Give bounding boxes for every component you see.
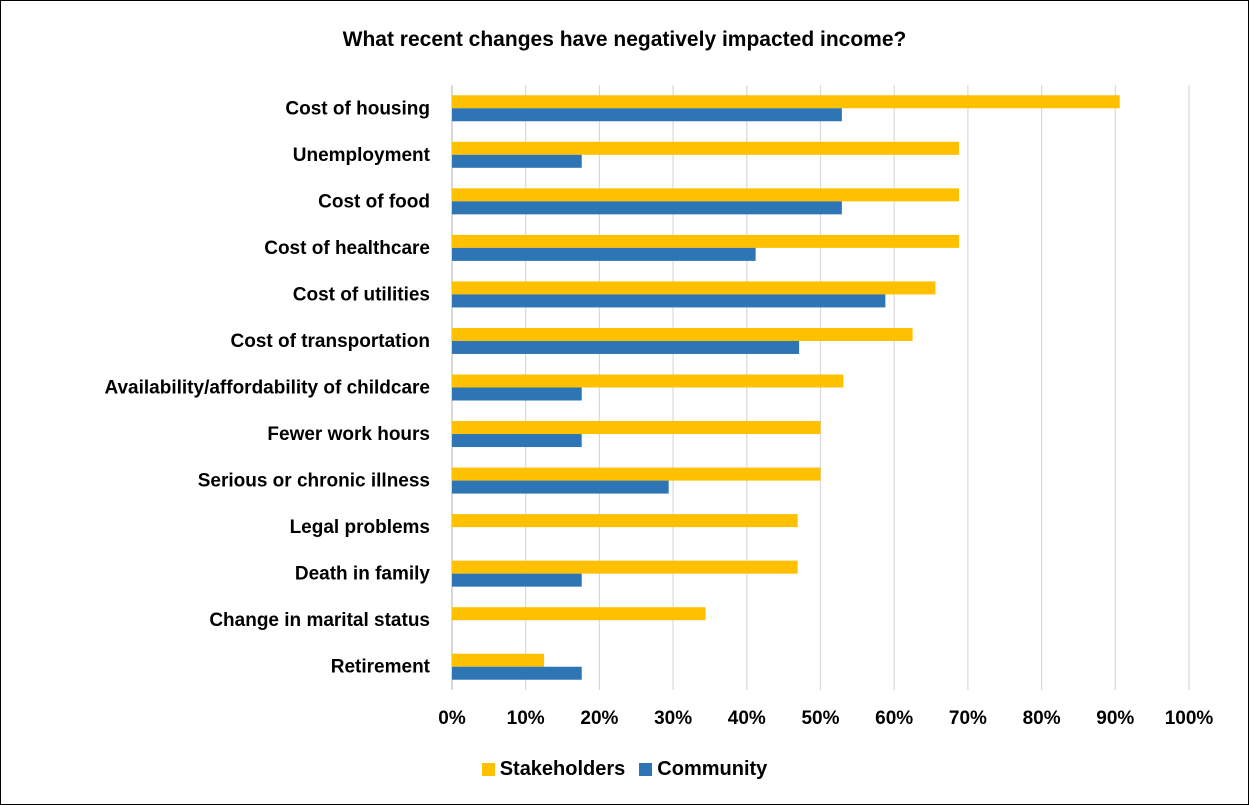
- x-tick-label: 40%: [728, 708, 766, 729]
- x-axis-tick-labels: 0% 10% 20% 30% 40% 50% 60% 70% 80% 90% 100%: [438, 708, 1213, 729]
- legend-label-stakeholders: Stakeholders: [499, 758, 626, 780]
- legend-label-community: Community: [657, 758, 768, 780]
- bar-stakeholders: [452, 607, 706, 621]
- bar-stakeholders: [452, 514, 798, 528]
- bar-stakeholders: [452, 327, 913, 341]
- category-label: Retirement: [331, 657, 431, 678]
- bar-community: [452, 666, 582, 680]
- category-label: Cost of utilities: [293, 284, 430, 305]
- x-tick-label: 0%: [438, 708, 466, 729]
- x-tick-label: 50%: [801, 708, 839, 729]
- bar-stakeholders: [452, 374, 844, 388]
- category-label: Cost of housing: [285, 98, 430, 119]
- chart-title: What recent changes have negatively impa…: [342, 28, 907, 51]
- bar-stakeholders: [452, 653, 545, 667]
- bar-chart-plot: Cost of housing Unemployment Cost of food C…: [104, 85, 1213, 729]
- x-tick-label: 60%: [875, 708, 913, 729]
- bar-stakeholders: [452, 281, 936, 295]
- bar-community: [452, 154, 582, 168]
- category-label: Availability/affordability of childcare: [104, 378, 430, 399]
- x-tick-label: 80%: [1023, 708, 1061, 729]
- category-labels: Cost of housing Unemployment Cost of food C…: [104, 98, 430, 677]
- gridlines: [451, 85, 1190, 690]
- bar-community: [452, 294, 886, 308]
- bar-stakeholders: [452, 141, 960, 155]
- x-tick-label: 100%: [1165, 708, 1214, 729]
- bar-community: [452, 340, 800, 354]
- bar-community: [452, 480, 669, 494]
- bar-stakeholders: [452, 421, 821, 435]
- x-tick-label: 90%: [1096, 708, 1134, 729]
- category-label: Serious or chronic illness: [198, 471, 430, 492]
- bar-stakeholders: [452, 234, 960, 248]
- legend-swatch-community: [639, 763, 653, 776]
- legend-item-stakeholders: Stakeholders: [481, 758, 626, 781]
- category-label: Death in family: [295, 564, 431, 585]
- bar-stakeholders: [452, 467, 821, 481]
- bar-community: [452, 247, 756, 261]
- category-label: Unemployment: [293, 145, 431, 166]
- bar-stakeholders: [452, 188, 960, 202]
- x-tick-label: 20%: [580, 708, 618, 729]
- x-tick-label: 30%: [654, 708, 692, 729]
- bar-community: [452, 201, 842, 215]
- bar-community: [452, 573, 582, 587]
- category-label: Fewer work hours: [267, 424, 430, 445]
- category-label: Cost of healthcare: [264, 238, 430, 259]
- bar-stakeholders: [452, 95, 1120, 109]
- legend-swatch-stakeholders: [481, 763, 495, 776]
- category-label: Change in marital status: [209, 610, 430, 631]
- category-label: Cost of food: [318, 191, 430, 212]
- category-label: Legal problems: [290, 517, 430, 538]
- x-tick-label: 10%: [507, 708, 545, 729]
- legend: Stakeholders Community: [0, 758, 1249, 781]
- bar-community: [452, 108, 842, 122]
- x-tick-label: 70%: [949, 708, 987, 729]
- bar-community: [452, 387, 582, 401]
- category-label: Cost of transportation: [231, 331, 431, 352]
- bars: [452, 95, 1120, 680]
- bar-community: [452, 434, 582, 448]
- bar-stakeholders: [452, 560, 798, 574]
- legend-item-community: Community: [639, 758, 767, 781]
